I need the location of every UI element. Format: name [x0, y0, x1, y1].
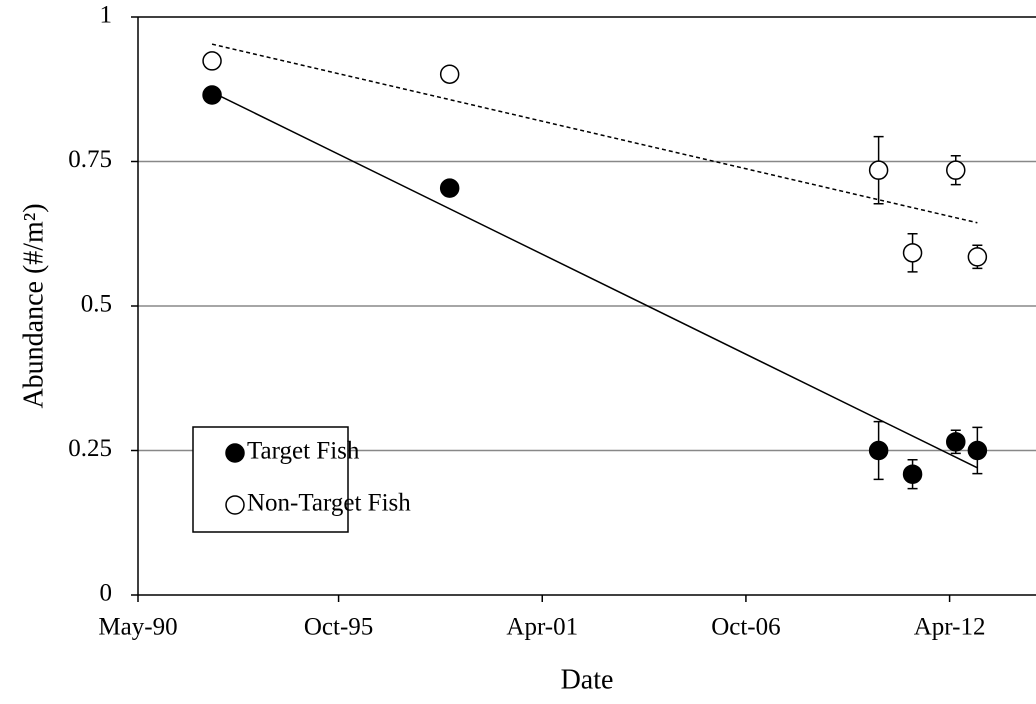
trendline — [211, 91, 978, 469]
point — [902, 243, 923, 263]
x-tick-label: Apr-12 — [914, 614, 986, 641]
legend-marker — [225, 443, 245, 463]
y-tick-label: 0.5 — [81, 291, 112, 318]
point — [202, 51, 222, 71]
point — [868, 160, 889, 180]
point — [868, 440, 889, 461]
x-tick-label: Oct-95 — [304, 614, 373, 641]
x-tick-label: Apr-01 — [506, 614, 578, 641]
y-tick-label: 0 — [100, 580, 113, 607]
point — [967, 247, 988, 267]
y-tick-label: 1 — [100, 2, 113, 29]
y-tick-label: 0.75 — [68, 146, 112, 173]
point — [967, 440, 988, 461]
legend-label: Target Fish — [247, 438, 360, 465]
point — [946, 432, 966, 452]
point — [439, 64, 460, 84]
legend-marker — [225, 495, 245, 515]
y-axis-title: Abundance (#/m²) — [18, 203, 49, 408]
legend-box — [192, 426, 349, 533]
legend-label: Non-Target Fish — [247, 490, 411, 517]
point — [946, 160, 966, 180]
point — [902, 464, 923, 484]
point — [439, 178, 460, 198]
trendline — [211, 43, 978, 224]
y-tick-label: 0.25 — [68, 435, 112, 462]
point — [202, 85, 222, 105]
x-tick-label: May-90 — [98, 614, 177, 641]
x-axis-title: Date — [561, 664, 614, 695]
x-tick-label: Oct-06 — [711, 614, 780, 641]
